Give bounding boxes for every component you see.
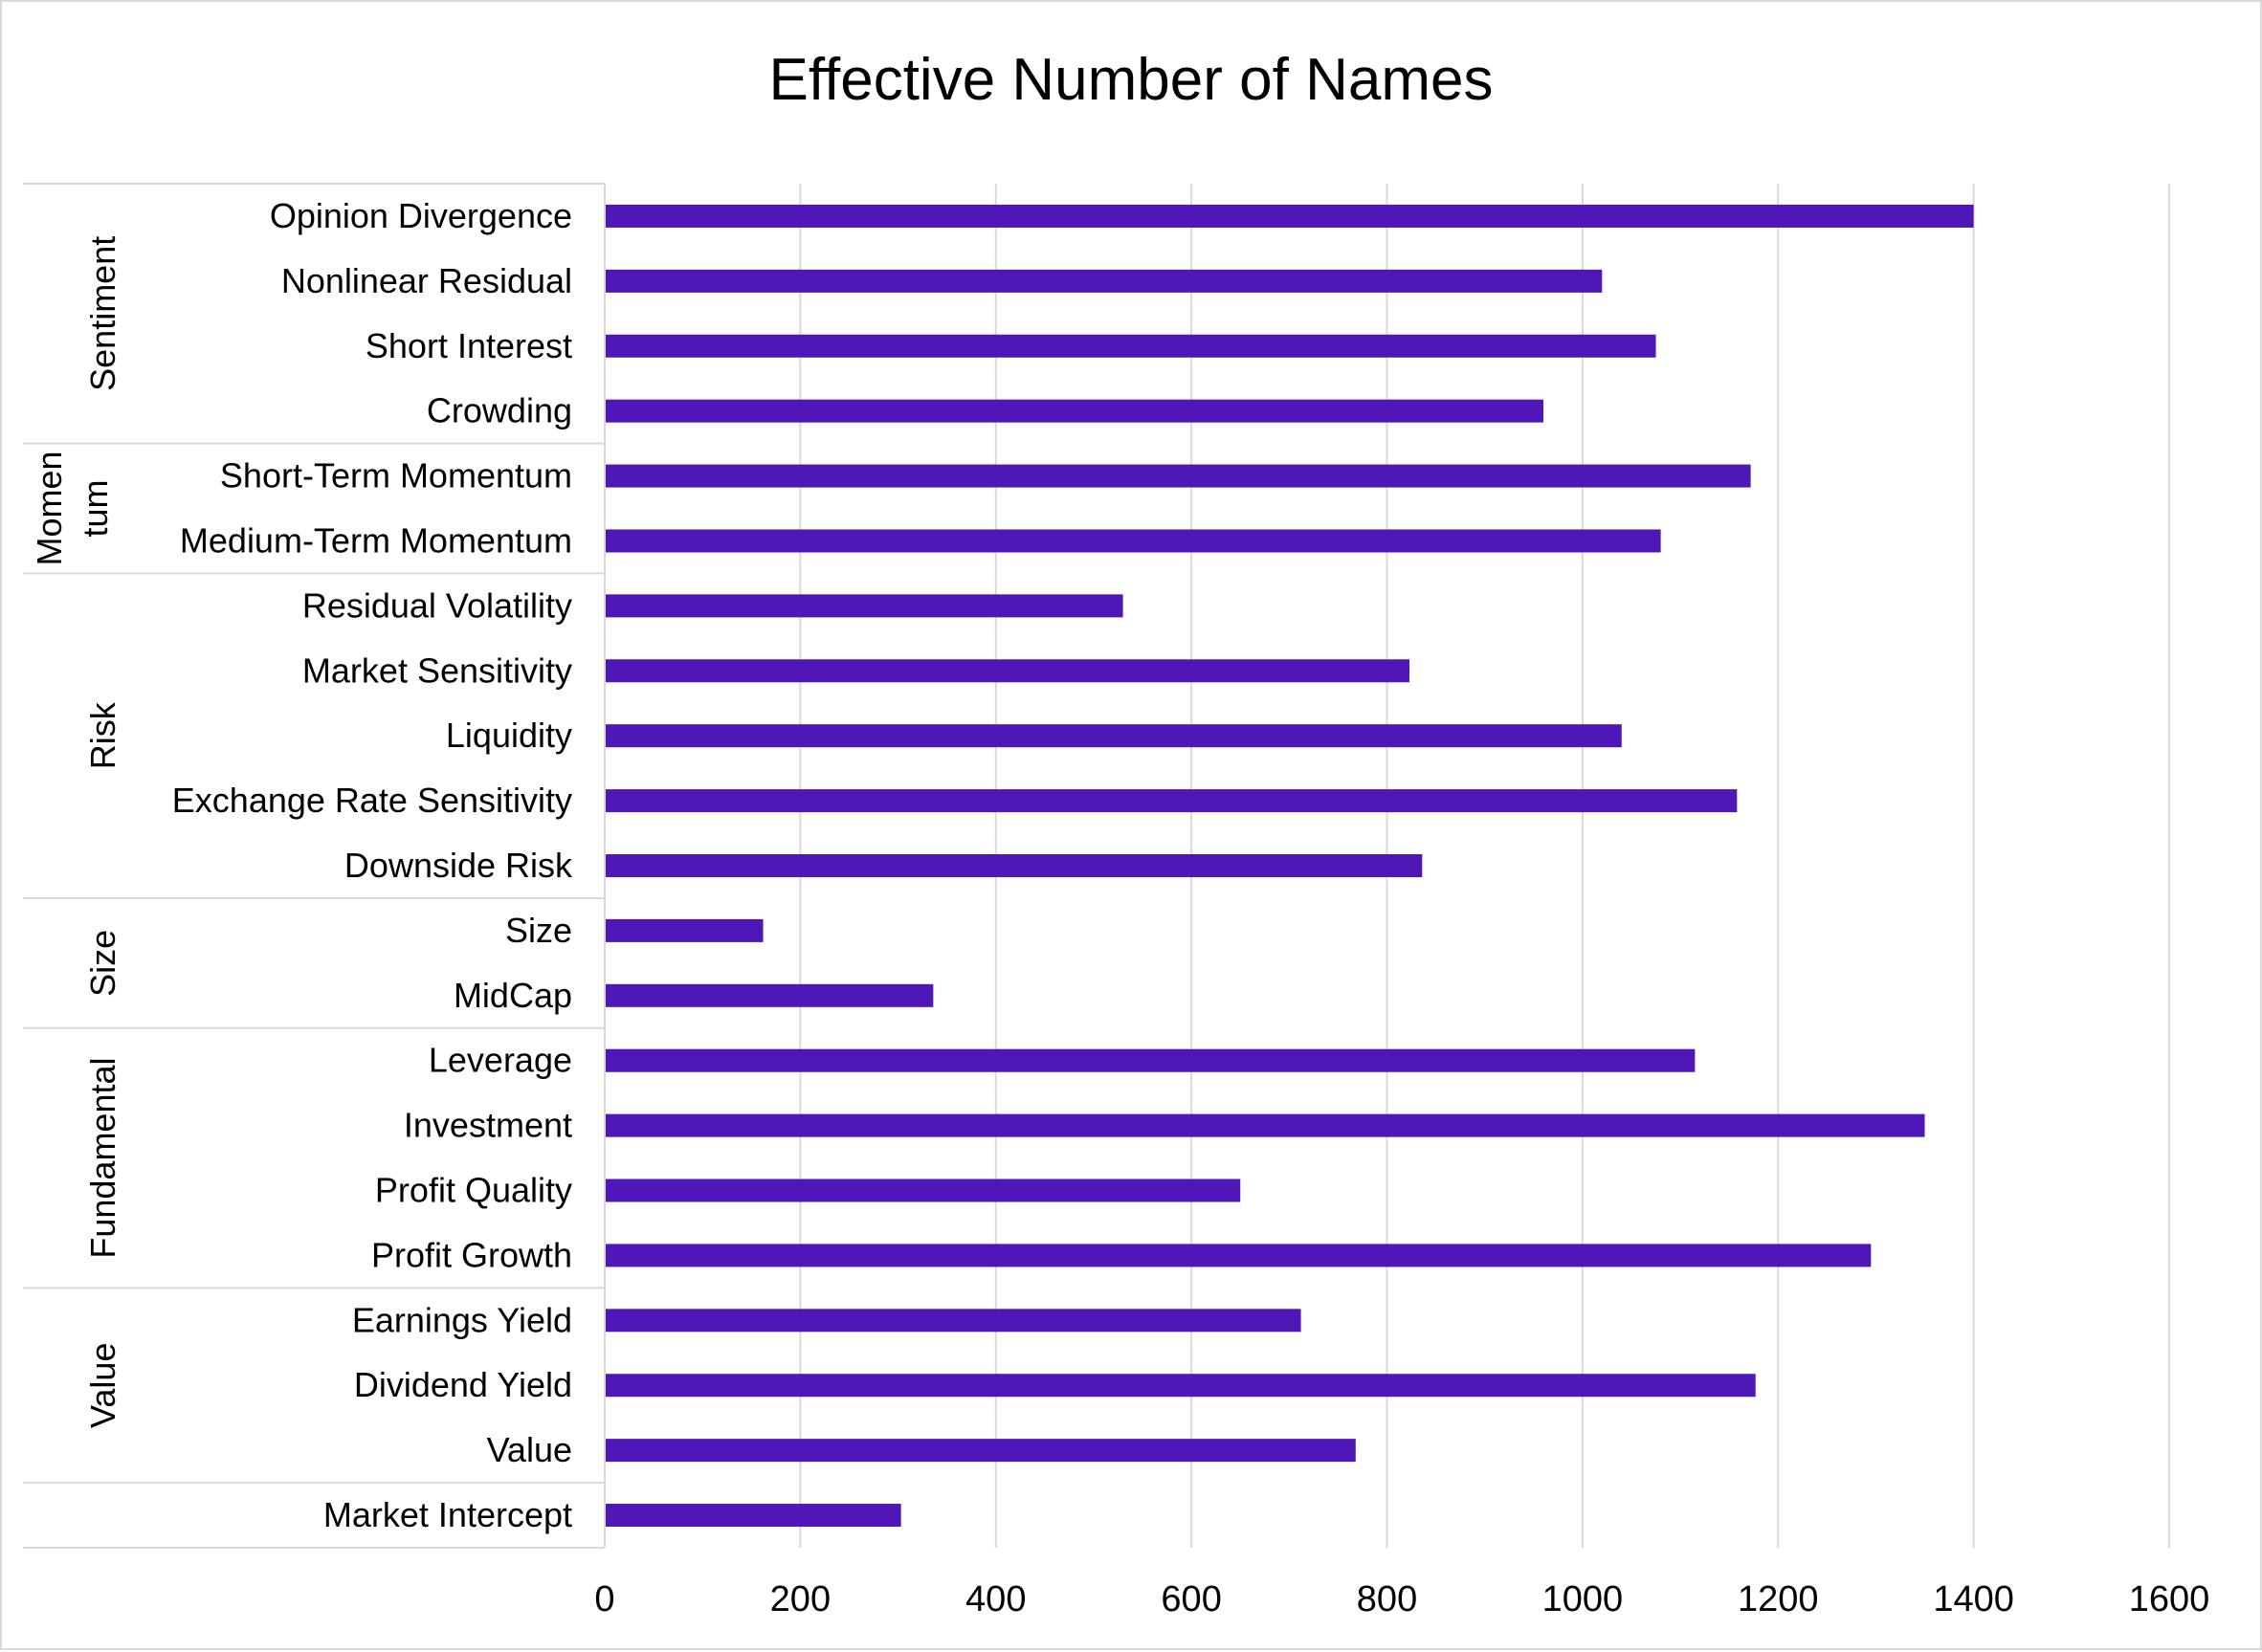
group-label: Fundamental <box>83 1058 122 1259</box>
category-label: Nonlinear Residual <box>281 261 572 300</box>
bar <box>606 1048 1696 1072</box>
group-label: Momen <box>30 452 69 566</box>
bar <box>606 1504 901 1528</box>
bar <box>606 789 1738 813</box>
category-label: Residual Volatility <box>302 585 572 625</box>
category-label: Earnings Yield <box>352 1300 572 1339</box>
bar <box>606 204 1974 228</box>
bar <box>606 399 1543 423</box>
bar <box>606 854 1423 877</box>
bar <box>606 724 1622 748</box>
bar <box>606 918 764 942</box>
chart-title: Effective Number of Names <box>769 47 1494 113</box>
bar <box>606 659 1410 683</box>
group-label: tum <box>76 480 115 538</box>
category-label: Size <box>505 911 572 950</box>
category-label: Profit Growth <box>371 1235 572 1274</box>
bar <box>606 529 1661 553</box>
x-tick-label: 800 <box>1357 1579 1417 1619</box>
category-label: Short-Term Momentum <box>220 456 572 496</box>
category-label: Exchange Rate Sensitivity <box>172 781 572 820</box>
x-tick-label: 200 <box>770 1579 831 1619</box>
bar <box>606 594 1123 618</box>
category-label: Medium-Term Momentum <box>180 520 572 560</box>
x-tick-label: 600 <box>1161 1579 1221 1619</box>
category-label: Market Intercept <box>323 1495 572 1534</box>
category-labels: Opinion Divergence Nonlinear Residual Shor… <box>172 196 573 1534</box>
group-label: Value <box>83 1343 122 1428</box>
category-label: Opinion Divergence <box>270 196 572 235</box>
bar <box>606 1439 1356 1463</box>
x-tick-label: 1000 <box>1542 1579 1624 1619</box>
bar <box>606 1309 1301 1333</box>
bar <box>606 1244 1872 1267</box>
x-tick-label: 400 <box>965 1579 1026 1619</box>
category-label: Value <box>487 1430 572 1469</box>
bar <box>606 464 1751 488</box>
category-label: Market Sensitivity <box>302 650 572 690</box>
bar <box>606 1178 1241 1202</box>
bars <box>606 204 1974 1528</box>
group-label: Risk <box>83 701 122 769</box>
x-tick-label: 1600 <box>2129 1579 2210 1619</box>
bar <box>606 1113 1925 1137</box>
category-label: Leverage <box>429 1041 572 1080</box>
y-axis-table: Sentiment Momen tum Risk Size Fundamental Valu… <box>23 183 606 1549</box>
category-label: Downside Risk <box>344 846 573 885</box>
x-tick-label: 0 <box>594 1579 614 1619</box>
x-tick-label: 1400 <box>1933 1579 2014 1619</box>
group-label: Sentiment <box>83 236 122 391</box>
bar <box>606 269 1603 293</box>
bar <box>606 334 1656 358</box>
category-label: Crowding <box>427 391 572 430</box>
group-label: Size <box>83 930 122 997</box>
category-label: Short Interest <box>366 326 572 365</box>
category-label: Investment <box>404 1106 572 1145</box>
x-tick-label: 1200 <box>1738 1579 1819 1619</box>
category-label: MidCap <box>454 976 572 1015</box>
bar <box>606 1374 1756 1398</box>
bar <box>606 983 934 1007</box>
category-label: Profit Quality <box>375 1171 572 1210</box>
x-axis-tick-labels: 0 200 400 600 800 1000 1200 1400 1600 <box>594 1579 2209 1619</box>
category-label: Liquidity <box>446 716 572 755</box>
category-label: Dividend Yield <box>354 1365 572 1404</box>
